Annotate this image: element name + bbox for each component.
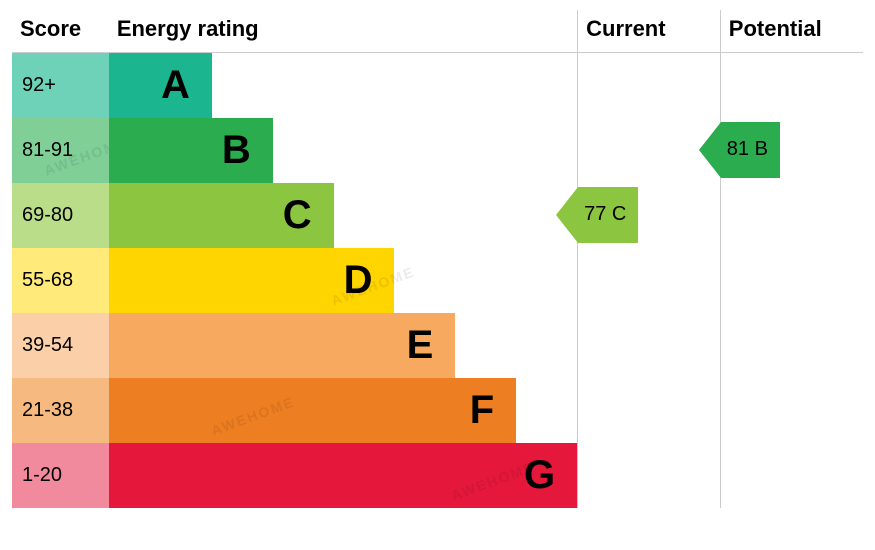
score-cell: 55-68 [12, 248, 109, 313]
rating-letter: G [524, 453, 555, 498]
current-cell [578, 443, 721, 508]
rating-bar-c: C [109, 183, 334, 248]
band-row-g: 1-20GAWEHOME [12, 443, 863, 508]
header-rating: Energy rating [109, 10, 578, 53]
pointer-label: 81 B [721, 122, 780, 178]
header-score: Score [12, 10, 109, 53]
rating-letter: B [222, 128, 251, 173]
band-row-b: 81-91AWEHOME B 81 B [12, 118, 863, 183]
potential-cell [720, 313, 863, 378]
header-current: Current [578, 10, 721, 53]
score-cell: 69-80 [12, 183, 109, 248]
pointer-label: 77 C [578, 187, 638, 243]
rating-bar-e: E [109, 313, 456, 378]
potential-cell [720, 378, 863, 443]
current-pointer: 77 C [556, 187, 638, 243]
potential-cell [720, 248, 863, 313]
rating-cell: E [109, 313, 578, 378]
current-cell [578, 378, 721, 443]
band-row-f: 21-38FAWEHOME [12, 378, 863, 443]
header-row: Score Energy rating Current Potential [12, 10, 863, 53]
band-row-e: 39-54 E [12, 313, 863, 378]
pointer-arrow-icon [699, 122, 721, 178]
rating-bar-d: D [109, 248, 395, 313]
rating-bar-g: G [109, 443, 577, 508]
potential-cell [720, 183, 863, 248]
score-cell: 81-91AWEHOME [12, 118, 109, 183]
band-row-d: 55-68DAWEHOME [12, 248, 863, 313]
rating-cell: B [109, 118, 578, 183]
rating-bar-b: B [109, 118, 273, 183]
score-cell: 21-38 [12, 378, 109, 443]
rating-cell: DAWEHOME [109, 248, 578, 313]
score-cell: 92+ [12, 53, 109, 118]
epc-chart: Score Energy rating Current Potential 92… [12, 10, 863, 508]
header-potential: Potential [720, 10, 863, 53]
current-cell [578, 313, 721, 378]
rating-letter: E [407, 323, 434, 368]
rating-cell: A [109, 53, 578, 118]
band-row-c: 69-80 C 77 C [12, 183, 863, 248]
rating-letter: C [283, 193, 312, 238]
rating-letter: F [470, 388, 494, 433]
rating-cell: FAWEHOME [109, 378, 578, 443]
score-cell: 1-20 [12, 443, 109, 508]
potential-cell [720, 53, 863, 118]
rating-bar-a: A [109, 53, 212, 118]
rating-cell: GAWEHOME [109, 443, 578, 508]
potential-cell [720, 443, 863, 508]
rating-cell: C [109, 183, 578, 248]
current-cell [578, 248, 721, 313]
score-cell: 39-54 [12, 313, 109, 378]
current-cell: 77 C [578, 183, 721, 248]
rating-bar-f: F [109, 378, 516, 443]
potential-pointer: 81 B [699, 122, 780, 178]
potential-cell: 81 B [720, 118, 863, 183]
rating-letter: D [344, 258, 373, 303]
current-cell [578, 53, 721, 118]
rating-letter: A [161, 63, 190, 108]
band-row-a: 92+ A [12, 53, 863, 118]
pointer-arrow-icon [556, 187, 578, 243]
